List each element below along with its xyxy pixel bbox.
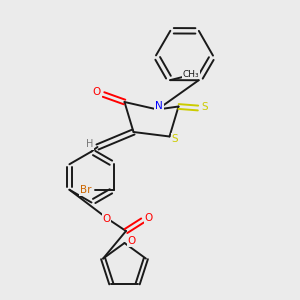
Text: S: S: [201, 101, 208, 112]
Text: CH₃: CH₃: [182, 70, 199, 79]
Text: O: O: [144, 213, 153, 223]
Text: N: N: [155, 101, 163, 111]
Text: O: O: [102, 214, 111, 224]
Text: O: O: [128, 236, 136, 247]
Text: H: H: [86, 139, 93, 149]
Text: O: O: [93, 87, 101, 97]
Text: Br: Br: [80, 185, 92, 195]
Text: S: S: [172, 134, 178, 144]
